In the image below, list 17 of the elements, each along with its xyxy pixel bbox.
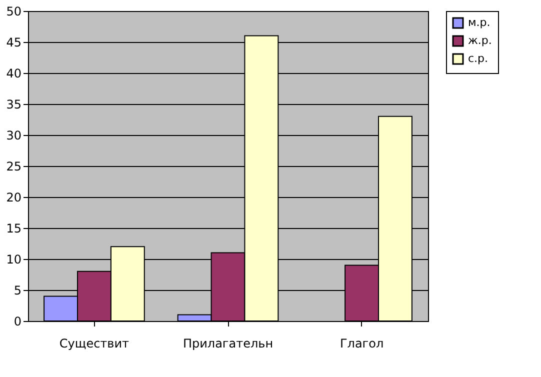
y-tick-label: 15 bbox=[6, 222, 22, 236]
x-tick-label: Прилагательн bbox=[182, 336, 274, 350]
y-tick-label: 30 bbox=[6, 128, 22, 142]
x-tick-label: Существит bbox=[59, 336, 130, 350]
legend-label: с.р. bbox=[468, 52, 488, 65]
x-tick-label: Глагол bbox=[340, 336, 384, 350]
y-tick-label: 20 bbox=[6, 190, 22, 204]
legend-label: ж.р. bbox=[468, 34, 492, 47]
y-tick-label: 10 bbox=[6, 252, 22, 266]
legend-label: м.р. bbox=[468, 16, 490, 29]
y-tick-label: 0 bbox=[14, 314, 22, 328]
y-tick-label: 5 bbox=[14, 284, 22, 298]
y-tick-label: 50 bbox=[6, 4, 22, 18]
y-tick-label: 40 bbox=[6, 66, 22, 80]
y-tick-label: 35 bbox=[6, 98, 22, 112]
y-tick-label: 45 bbox=[6, 36, 22, 50]
y-tick-label: 25 bbox=[6, 160, 22, 174]
